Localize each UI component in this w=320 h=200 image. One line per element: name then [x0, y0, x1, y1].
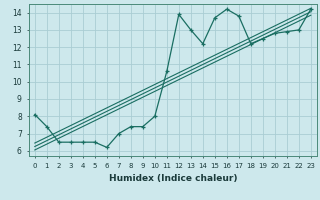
- X-axis label: Humidex (Indice chaleur): Humidex (Indice chaleur): [108, 174, 237, 184]
